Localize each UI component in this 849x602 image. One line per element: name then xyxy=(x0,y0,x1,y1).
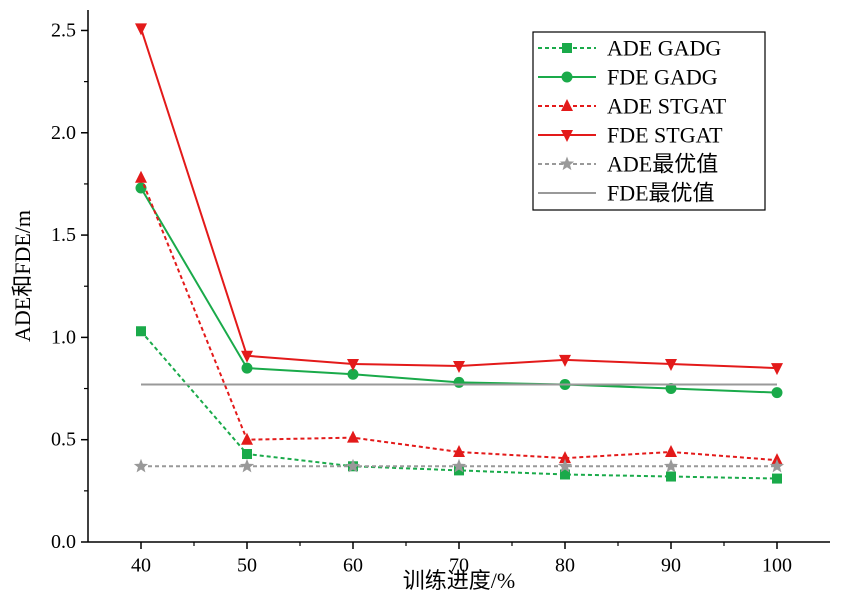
y-tick-label: 1.0 xyxy=(51,326,76,348)
data-point xyxy=(772,473,782,484)
data-point xyxy=(663,458,679,473)
legend-item-1: FDE GADG xyxy=(538,65,718,90)
data-point xyxy=(347,368,359,380)
data-point xyxy=(666,471,676,482)
x-tick-label: 60 xyxy=(343,555,363,577)
data-point xyxy=(135,170,147,183)
legend-item-0: ADE GADG xyxy=(538,36,721,61)
legend: ADE GADG FDE GADG ADE STGAT FDE STGAT ADE最优值… xyxy=(532,31,766,211)
y-tick-label: 0.0 xyxy=(51,531,76,553)
x-tick-label: 70 xyxy=(449,555,469,577)
x-axis-label: 训练进度/% xyxy=(403,568,515,593)
legend-marker xyxy=(561,130,573,142)
data-point xyxy=(665,358,677,371)
legend-marker xyxy=(561,71,573,83)
legend-item-4: ADE最优值 xyxy=(538,152,718,177)
data-point xyxy=(241,350,253,363)
y-tick-label: 0.5 xyxy=(51,429,76,451)
data-point xyxy=(241,362,253,374)
data-point xyxy=(451,458,467,473)
legend-label: FDE GADG xyxy=(607,65,718,90)
legend-marker xyxy=(561,99,573,111)
legend-label: ADE最优值 xyxy=(607,152,718,177)
y-tick-label: 2.0 xyxy=(51,122,76,144)
y-axis-label: ADE和FDE/m xyxy=(10,210,35,342)
legend-label: ADE STGAT xyxy=(607,94,727,119)
data-point xyxy=(769,458,785,473)
data-point xyxy=(135,23,147,36)
series-2 xyxy=(135,170,783,466)
data-point xyxy=(136,326,146,337)
data-point xyxy=(453,361,465,374)
data-point xyxy=(347,430,359,443)
legend-label: ADE GADG xyxy=(607,36,721,61)
y-tick-label: 1.5 xyxy=(51,224,76,246)
data-point xyxy=(241,432,253,445)
x-tick-label: 100 xyxy=(762,555,792,577)
y-tick-label: 2.5 xyxy=(51,19,76,41)
legend-label: FDE最优值 xyxy=(607,181,715,206)
series-4 xyxy=(133,458,785,473)
axes: 40 50 60 70 80 90 100 0.0 0.5 1.0 1.5 2.0 2.5 xyxy=(51,10,830,577)
legend-marker xyxy=(562,43,572,53)
x-tick-label: 90 xyxy=(661,555,681,577)
series-line-2 xyxy=(140,177,778,462)
legend-box xyxy=(532,31,766,211)
data-point xyxy=(242,449,252,460)
legend-item-5: FDE最优值 xyxy=(538,181,715,206)
series-layer xyxy=(133,23,785,484)
legend-marker xyxy=(559,156,575,171)
x-tick-label: 40 xyxy=(131,555,151,577)
legend-item-2: ADE STGAT xyxy=(538,94,727,119)
data-point xyxy=(557,458,573,473)
data-point xyxy=(133,458,149,473)
data-point xyxy=(771,363,783,376)
data-point xyxy=(453,444,465,457)
data-point xyxy=(665,444,677,457)
data-point xyxy=(559,354,571,367)
series-3 xyxy=(135,23,783,376)
x-tick-label: 50 xyxy=(237,555,257,577)
series-1 xyxy=(135,182,783,399)
data-point xyxy=(454,465,464,476)
data-point xyxy=(559,451,571,464)
legend-item-3: FDE STGAT xyxy=(538,123,723,148)
data-point xyxy=(771,387,783,399)
data-point xyxy=(239,458,255,473)
data-point xyxy=(453,376,465,388)
data-point xyxy=(347,358,359,371)
data-point xyxy=(560,469,570,480)
data-point xyxy=(345,458,361,473)
data-point xyxy=(665,383,677,395)
x-tick-label: 80 xyxy=(555,555,575,577)
legend-label: FDE STGAT xyxy=(607,123,723,148)
